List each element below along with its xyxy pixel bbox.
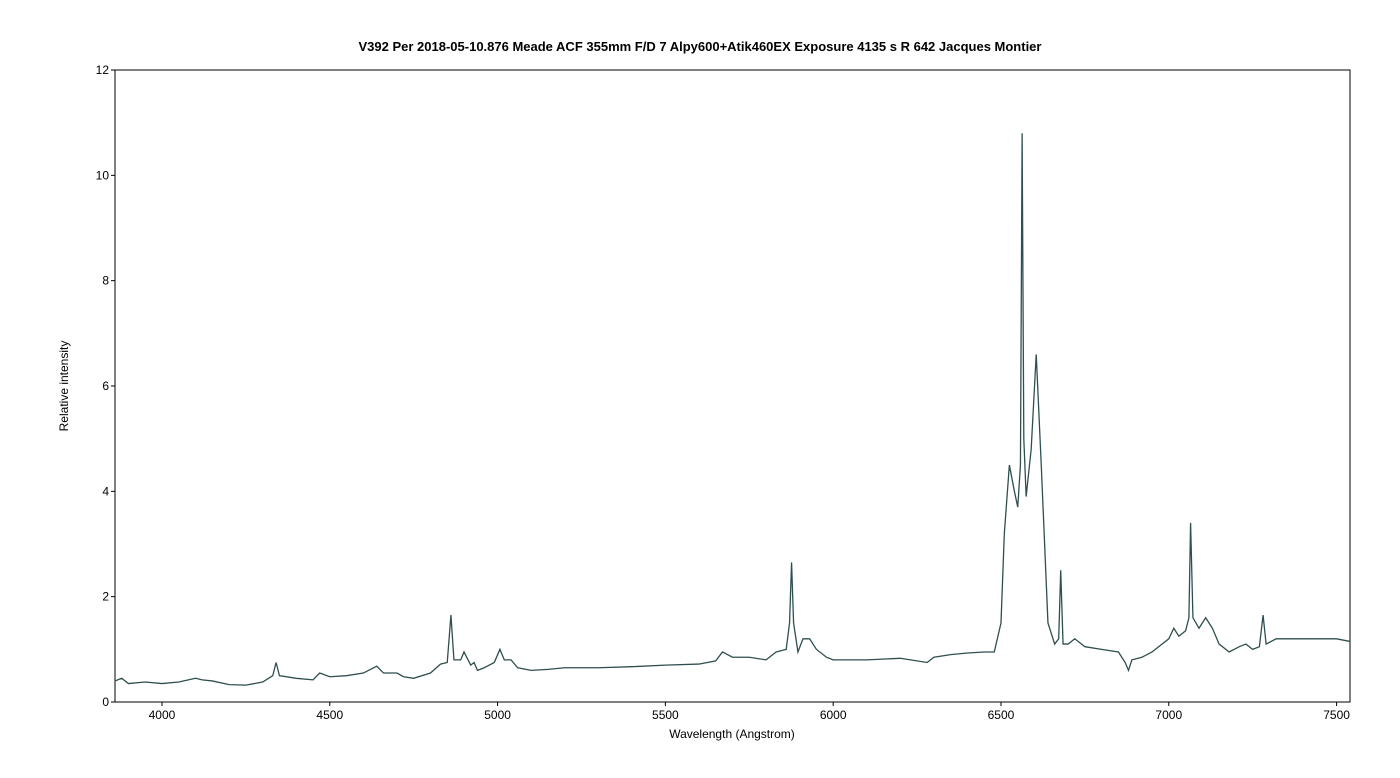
- y-tick-label: 10: [96, 168, 110, 182]
- y-tick-label: 8: [102, 274, 109, 288]
- x-tick-label: 6000: [820, 708, 847, 722]
- y-tick-label: 12: [96, 63, 110, 77]
- x-tick-label: 6500: [988, 708, 1015, 722]
- x-tick-label: 5500: [652, 708, 679, 722]
- x-axis-label: Wavelength (Angstrom): [669, 727, 795, 741]
- x-tick-label: 7000: [1155, 708, 1182, 722]
- y-tick-label: 2: [102, 590, 109, 604]
- chart-title: V392 Per 2018-05-10.876 Meade ACF 355mm …: [359, 39, 1042, 54]
- y-tick-label: 6: [102, 379, 109, 393]
- x-tick-label: 4500: [316, 708, 343, 722]
- x-tick-label: 5000: [484, 708, 511, 722]
- y-tick-label: 0: [102, 695, 109, 709]
- y-tick-label: 4: [102, 484, 109, 498]
- spectrum-line: [114, 133, 1351, 686]
- x-tick-label: 4000: [149, 708, 176, 722]
- x-tick-label: 7500: [1323, 708, 1350, 722]
- y-axis-label: Relative intensity: [57, 341, 71, 432]
